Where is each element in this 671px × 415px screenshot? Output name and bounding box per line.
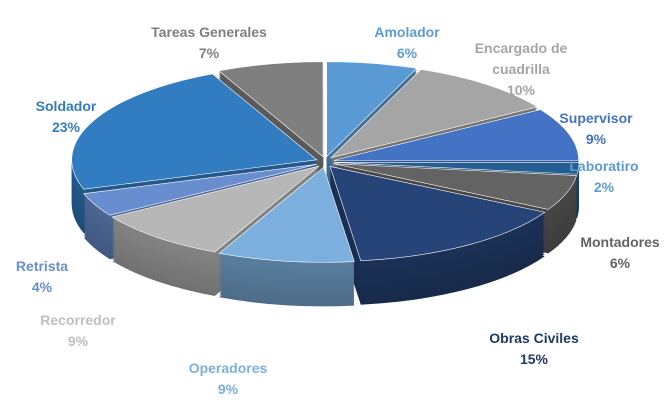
data-label: Tareas Generales 7% bbox=[151, 22, 267, 64]
data-label-percent: 10% bbox=[506, 82, 536, 98]
data-label-percent: 23% bbox=[51, 119, 81, 135]
data-label-percent: 2% bbox=[593, 179, 615, 195]
data-label-category: Obras Civiles bbox=[489, 330, 579, 346]
data-label-category: Tareas Generales bbox=[151, 24, 267, 40]
slice-encargado-de-cuadrilla[interactable] bbox=[329, 69, 539, 159]
data-label-percent: 4% bbox=[31, 279, 53, 295]
data-label: Recorredor 9% bbox=[40, 310, 115, 352]
slice-amolador[interactable] bbox=[326, 61, 418, 158]
data-label-percent: 7% bbox=[198, 45, 220, 61]
data-label: Amolador 6% bbox=[374, 22, 439, 64]
slice-tareas-generales[interactable] bbox=[218, 61, 324, 158]
data-label-category: Soldador bbox=[35, 98, 97, 114]
data-label: Retrista 4% bbox=[16, 256, 68, 298]
slice-operadores[interactable] bbox=[218, 166, 355, 263]
slice-recorredor[interactable] bbox=[111, 165, 320, 253]
data-label: Encargado de cuadrilla 10% bbox=[475, 38, 568, 101]
data-label-percent: 9% bbox=[217, 381, 239, 397]
data-label: Montadores 6% bbox=[580, 232, 659, 274]
data-label-percent: 9% bbox=[67, 333, 89, 349]
data-label-percent: 9% bbox=[585, 131, 607, 147]
data-label-category: Amolador bbox=[374, 24, 440, 40]
data-label: Laboratiro 2% bbox=[569, 156, 638, 198]
data-label-category: Retrista bbox=[15, 258, 69, 274]
slice-retrista[interactable] bbox=[83, 164, 317, 216]
data-label-category: Montadores bbox=[580, 234, 660, 250]
slice-supervisor[interactable] bbox=[333, 109, 579, 161]
data-label-category: Encargado de bbox=[474, 40, 568, 56]
data-label-category: cuadrilla bbox=[492, 61, 550, 77]
data-label-percent: 6% bbox=[396, 45, 418, 61]
data-label: Soldador 23% bbox=[36, 96, 97, 138]
data-label: Obras Civiles 15% bbox=[489, 328, 579, 370]
data-label-category: Recorredor bbox=[40, 312, 116, 328]
slice-montadores[interactable] bbox=[333, 163, 578, 210]
data-label: Supervisor 9% bbox=[559, 108, 632, 150]
data-label-percent: 6% bbox=[609, 255, 631, 271]
slice-laboratiro[interactable] bbox=[333, 162, 580, 175]
data-label-percent: 15% bbox=[519, 351, 549, 367]
data-label: Operadores 9% bbox=[189, 358, 268, 400]
data-label-category: Laboratiro bbox=[569, 158, 639, 174]
data-label-category: Operadores bbox=[188, 360, 268, 376]
data-label-category: Supervisor bbox=[559, 110, 633, 126]
slice-soldador[interactable] bbox=[71, 73, 318, 190]
slice-obras-civiles[interactable] bbox=[329, 166, 546, 262]
